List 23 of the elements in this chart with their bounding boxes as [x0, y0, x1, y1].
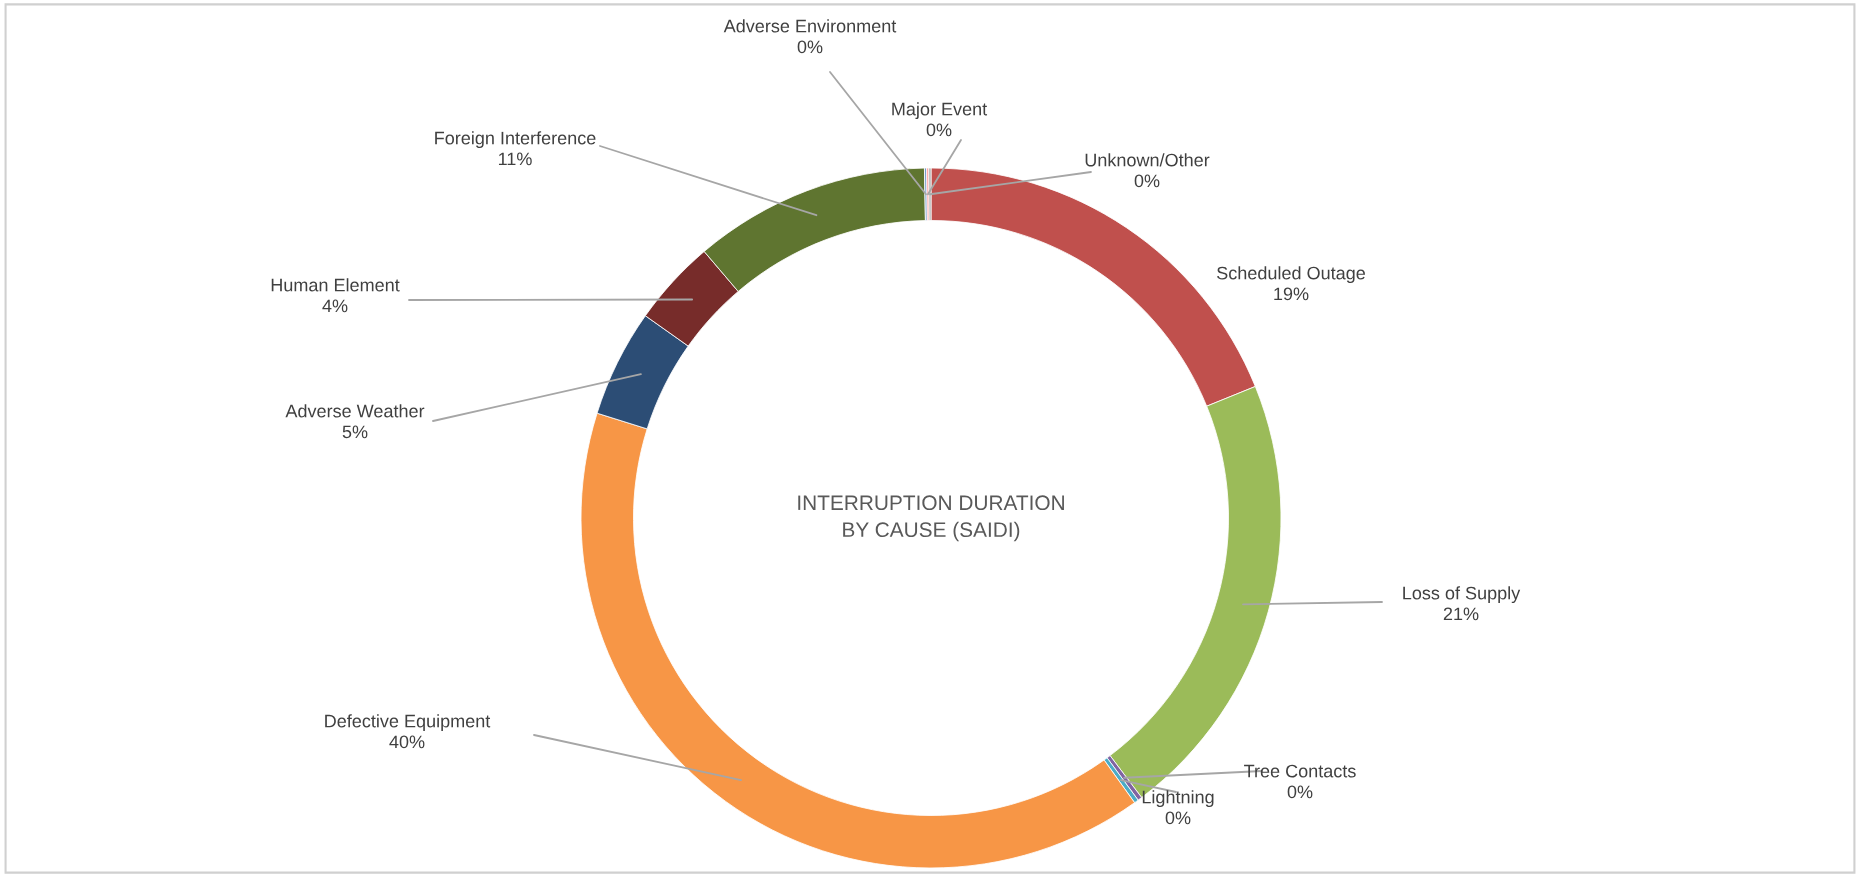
data-label: 0% [1287, 785, 1313, 799]
data-label: 21% [1443, 607, 1479, 621]
slice-label: Adverse Environment [723, 19, 897, 33]
slice-label: Tree Contacts [1244, 764, 1356, 778]
data-label: 5% [342, 425, 368, 439]
slice-label: Adverse Weather [285, 404, 425, 418]
slice-label: Defective Equipment [325, 714, 491, 732]
data-label: 40% [389, 735, 425, 749]
slice-label: Human Element [271, 278, 400, 292]
data-label: 0% [926, 123, 952, 137]
slice-label: Lightning [1142, 790, 1214, 808]
slice-label: Major Event [892, 102, 988, 120]
data-label: 0% [1165, 811, 1191, 825]
data-label: 11% [498, 152, 532, 166]
slice-label: Scheduled Outage [1217, 266, 1365, 284]
text: INTERRUPTION DURATION BY CAUSE (SAIDI) [798, 495, 1064, 542]
data-label: 0% [797, 40, 823, 54]
slice-label: Loss of Supply [1403, 586, 1521, 604]
slice-label: Foreign Interference [435, 131, 596, 149]
data-label: 4% [322, 299, 348, 313]
data-label: 19% [1274, 287, 1309, 301]
data-label: 0% [1134, 174, 1160, 188]
slice-label: Unknown/Other [1085, 153, 1210, 167]
